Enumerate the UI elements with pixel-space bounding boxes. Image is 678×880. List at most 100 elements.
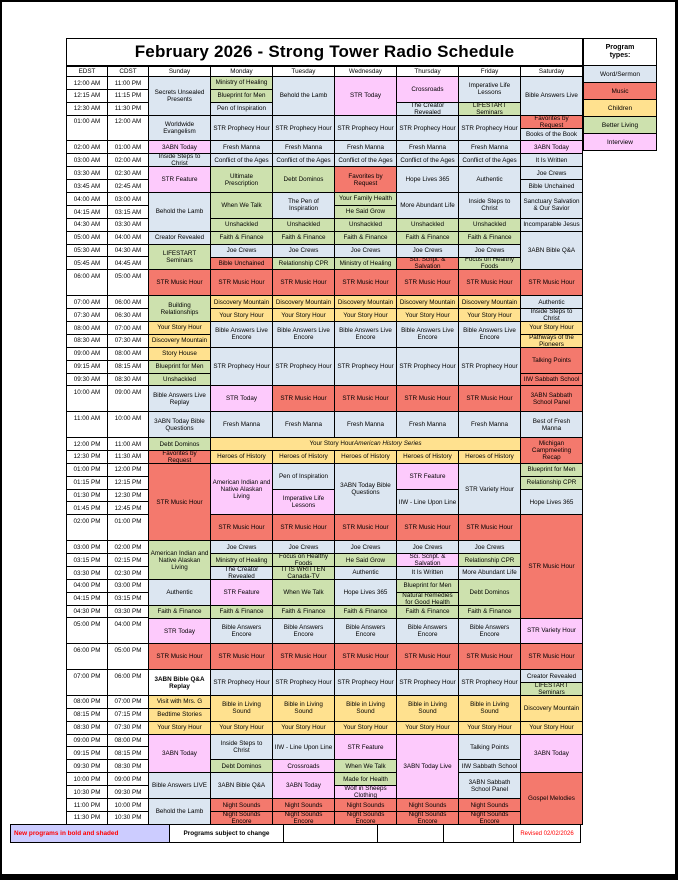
time-cell: 03:45 AM — [66, 179, 108, 194]
program-cell: STR Prophecy Hour — [396, 346, 459, 387]
time-cell: 02:00 PM — [66, 514, 108, 542]
program-cell: Bible Answers Encore — [458, 617, 521, 645]
program-cell: Bible in Living Sound — [334, 694, 397, 722]
program-cell: Behold the Lamb — [148, 192, 211, 232]
program-cell: Fresh Manna — [458, 411, 521, 439]
program-cell: Unshackled — [334, 217, 397, 232]
schedule-footer: New programs in bold and shaded Programs… — [10, 824, 581, 843]
time-cell: 06:30 AM — [107, 308, 149, 322]
program-cell: Sanctuary Salvation & Our Savior — [520, 192, 583, 219]
program-cell: Faith & Finance — [148, 604, 211, 619]
footer-subject-to-change: Programs subject to change — [169, 824, 284, 843]
program-cell: Night Sounds — [272, 798, 335, 813]
program-cell: Joe Crews — [210, 540, 273, 555]
program-cell: Bible Answers Live Encore — [334, 320, 397, 348]
program-cell: STR Prophecy Hour — [334, 114, 397, 142]
program-cell: Your Story Hour — [272, 720, 335, 735]
time-cell: 11:00 AM — [66, 411, 108, 438]
time-cell: 03:15 AM — [107, 204, 149, 219]
program-cell: STR Today — [334, 76, 397, 116]
program-cell: Made for Health — [334, 772, 397, 787]
program-cell: Focus on Healthy Foods — [272, 553, 335, 568]
time-cell: 02:30 PM — [107, 565, 149, 580]
program-cell: Bible Unchained — [210, 256, 273, 271]
program-cell: Ministry of Healing — [210, 553, 273, 568]
program-cell: Faith & Finance — [396, 230, 459, 245]
program-cell: Your Story Hour — [210, 720, 273, 735]
time-cell: 03:30 AM — [66, 166, 108, 181]
program-cell: Sci. Script. & Salvation — [396, 553, 459, 568]
time-cell: 04:30 AM — [107, 243, 149, 258]
time-cell: 01:00 PM — [66, 462, 108, 477]
program-cell: Pen of Inspiration — [272, 462, 335, 490]
program-cell: Talking Points — [520, 346, 583, 374]
program-cell: It Is Written — [520, 153, 583, 168]
time-cell: 09:30 PM — [107, 785, 149, 799]
program-cell: Joe Crews — [458, 540, 521, 555]
program-cell: IIW Sabbath School — [458, 759, 521, 774]
program-cell: Your Story Hour — [272, 308, 335, 322]
time-cell: 03:00 AM — [107, 192, 149, 206]
program-cell: Authentic — [458, 166, 521, 194]
time-cell: 02:15 PM — [107, 553, 149, 567]
program-cell: STR Music Hour — [148, 462, 211, 542]
time-cell: 05:30 AM — [66, 243, 108, 258]
program-cell: Bible Answers Live Encore — [458, 321, 521, 348]
time-cell: 07:00 PM — [107, 694, 149, 709]
program-cell: Gospel Melodies — [520, 772, 583, 825]
program-cell: Your Story Hour — [210, 308, 273, 322]
time-cell: 01:30 PM — [66, 488, 108, 503]
program-cell: IIW Sabbath School — [520, 372, 583, 387]
legend-header: Program types: — [583, 38, 657, 66]
program-cell: Conflict of the Ages — [334, 153, 397, 168]
time-cell: 05:00 AM — [66, 230, 108, 245]
program-cell: Unshackled — [272, 217, 335, 232]
time-cell: 05:00 PM — [66, 617, 108, 645]
program-cell: Inside Steps to Christ — [458, 192, 521, 219]
day-column-friday: Friday Imperative Life Lessons LIFESTART S… — [458, 66, 521, 825]
program-cell: 3ABN Today — [520, 140, 583, 155]
program-cell: STR Prophecy Hour — [210, 669, 273, 696]
program-cell: Night Sounds — [334, 798, 397, 813]
time-cell: 02:30 AM — [107, 166, 149, 181]
program-cell: Debt Dominos — [210, 759, 273, 774]
program-cell: Faith & Finance — [396, 604, 459, 619]
time-cell: 08:00 PM — [107, 733, 149, 748]
program-cell: Your Story Hour — [148, 321, 211, 335]
schedule-grid: EDST 12:00 AM 12:15 AM 12:30 AM 01:00 AM 02:0… — [66, 66, 583, 825]
time-cell: 11:00 AM — [107, 437, 149, 451]
program-cell: STR Prophecy Hour — [396, 669, 459, 696]
program-cell: When We Talk — [334, 759, 397, 774]
program-cell: Fresh Manna — [334, 411, 397, 439]
program-cell: Authentic — [520, 295, 583, 310]
time-cell: 03:00 AM — [66, 153, 108, 168]
time-cell: 12:15 PM — [107, 475, 149, 490]
program-cell: Night Sounds — [210, 798, 273, 813]
program-cell: Night Sounds Encore — [272, 811, 335, 825]
program-cell: STR Feature — [148, 166, 211, 194]
program-cell: LIFESTART Seminars — [458, 101, 521, 116]
program-cell: More Abundant Life — [396, 192, 459, 219]
program-cell: 3ABN Bible Q&A Replay — [148, 669, 211, 697]
program-cell: Night Sounds Encore — [210, 811, 273, 825]
time-cell: 07:00 AM — [107, 320, 149, 335]
program-cell: Inside Steps to Christ — [520, 308, 583, 322]
day-column-monday: Monday Ministry of Healing Blueprint for M… — [210, 66, 521, 825]
program-cell: Joe Crews — [458, 243, 521, 258]
time-cell: 09:30 PM — [66, 759, 108, 774]
program-cell: Relationship CPR — [520, 475, 583, 490]
program-cell: Natural Remedies for Good Health — [396, 591, 459, 606]
program-cell: Ministry of Healing — [210, 76, 273, 90]
program-cell: Debt Dominos — [148, 437, 211, 451]
time-cell: 02:45 AM — [107, 179, 149, 194]
program-cell: Secrets Unsealed Presents — [148, 76, 211, 116]
program-cell: Discovery Mountain — [520, 694, 583, 722]
program-cell: STR Feature — [396, 462, 459, 490]
program-cell: Fresh Manna — [396, 140, 459, 155]
program-cell: Discovery Mountain — [272, 295, 335, 310]
program-cell: Unshackled — [458, 217, 521, 232]
program-cell: American Indian and Native Alaskan Livin… — [148, 540, 211, 580]
time-cell: 11:30 PM — [66, 810, 108, 825]
time-cell: 02:00 PM — [107, 540, 149, 555]
program-cell: Bible Answers Live Encore — [210, 320, 273, 348]
